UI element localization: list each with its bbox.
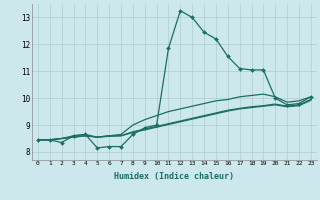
X-axis label: Humidex (Indice chaleur): Humidex (Indice chaleur) <box>115 172 234 181</box>
